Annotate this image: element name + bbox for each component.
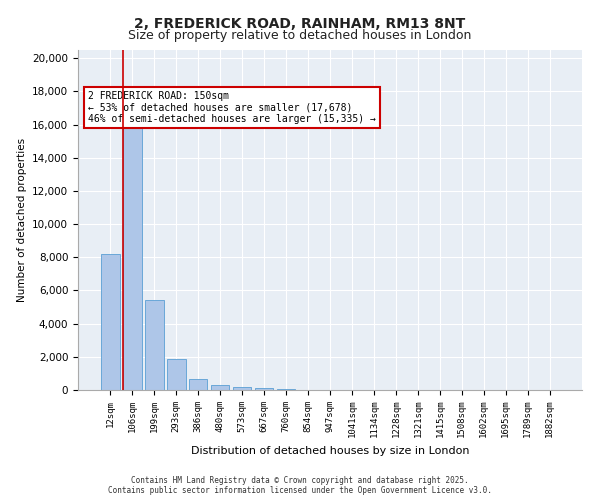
X-axis label: Distribution of detached houses by size in London: Distribution of detached houses by size … bbox=[191, 446, 469, 456]
Bar bbox=[101, 254, 119, 390]
Bar bbox=[167, 360, 185, 390]
Bar bbox=[277, 388, 295, 390]
Bar bbox=[189, 378, 208, 390]
Text: 2, FREDERICK ROAD, RAINHAM, RM13 8NT: 2, FREDERICK ROAD, RAINHAM, RM13 8NT bbox=[134, 18, 466, 32]
Bar bbox=[145, 300, 164, 390]
Y-axis label: Number of detached properties: Number of detached properties bbox=[17, 138, 26, 302]
Text: 2 FREDERICK ROAD: 150sqm
← 53% of detached houses are smaller (17,678)
46% of se: 2 FREDERICK ROAD: 150sqm ← 53% of detach… bbox=[88, 91, 376, 124]
Bar bbox=[233, 387, 251, 390]
Bar bbox=[255, 388, 274, 390]
Bar bbox=[123, 114, 142, 390]
Bar bbox=[211, 385, 229, 390]
Text: Size of property relative to detached houses in London: Size of property relative to detached ho… bbox=[128, 29, 472, 42]
Text: Contains HM Land Registry data © Crown copyright and database right 2025.
Contai: Contains HM Land Registry data © Crown c… bbox=[108, 476, 492, 495]
